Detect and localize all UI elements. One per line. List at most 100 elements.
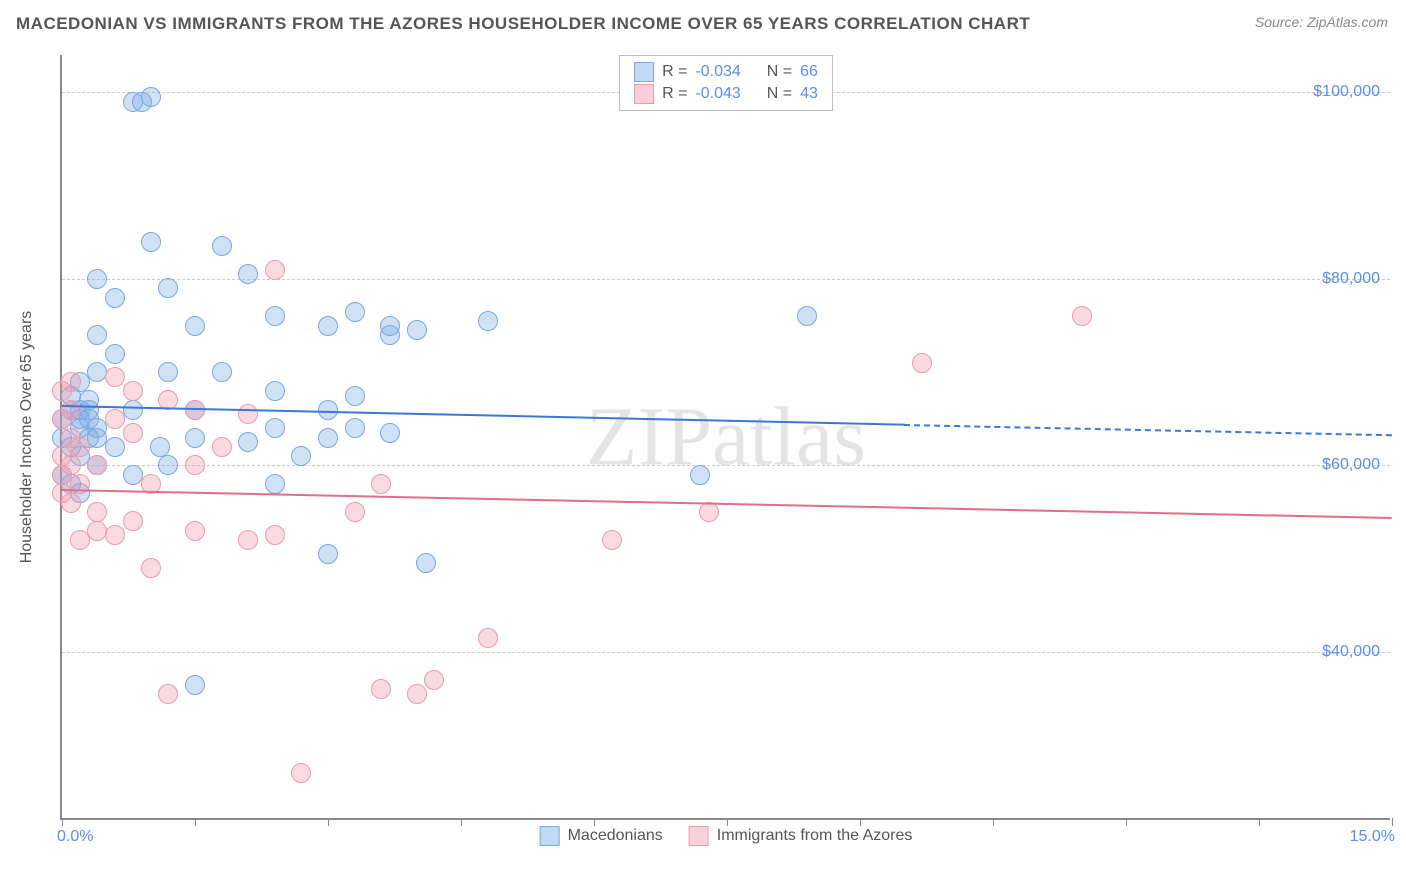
scatter-point [87, 325, 107, 345]
scatter-point [185, 675, 205, 695]
x-tick [1392, 818, 1393, 826]
scatter-point [265, 306, 285, 326]
scatter-point [699, 502, 719, 522]
scatter-point [123, 400, 143, 420]
scatter-point [141, 87, 161, 107]
swatch-icon [689, 826, 709, 846]
scatter-point [238, 530, 258, 550]
scatter-point [212, 437, 232, 457]
corr-row-a: R = -0.034 N = 66 [634, 62, 818, 82]
plot-area: Householder Income Over 65 years ZIPatla… [60, 55, 1390, 820]
scatter-point [185, 521, 205, 541]
scatter-point [61, 372, 81, 392]
x-min-label: 0.0% [57, 828, 93, 846]
scatter-point [185, 428, 205, 448]
swatch-icon [540, 826, 560, 846]
scatter-point [212, 236, 232, 256]
r-label: R = [662, 85, 687, 103]
y-tick-label: $100,000 [1313, 83, 1380, 101]
scatter-point [158, 362, 178, 382]
scatter-point [158, 278, 178, 298]
scatter-point [318, 400, 338, 420]
x-tick [328, 818, 329, 826]
scatter-point [105, 525, 125, 545]
scatter-point [70, 530, 90, 550]
scatter-point [87, 455, 107, 475]
chart-title: MACEDONIAN VS IMMIGRANTS FROM THE AZORES… [16, 14, 1030, 34]
scatter-point [150, 437, 170, 457]
scatter-point [70, 437, 90, 457]
x-max-label: 15.0% [1350, 828, 1395, 846]
scatter-point [318, 428, 338, 448]
scatter-point [87, 362, 107, 382]
x-tick [1126, 818, 1127, 826]
scatter-point [61, 400, 81, 420]
n-value: 43 [800, 85, 818, 103]
scatter-point [61, 455, 81, 475]
scatter-point [602, 530, 622, 550]
x-tick [1259, 818, 1260, 826]
r-value: -0.043 [695, 85, 740, 103]
y-tick-label: $60,000 [1322, 456, 1380, 474]
scatter-point [345, 418, 365, 438]
scatter-point [478, 311, 498, 331]
correlation-box: R = -0.034 N = 66 R = -0.043 N = 43 [619, 55, 833, 111]
n-value: 66 [800, 63, 818, 81]
legend-label: Immigrants from the Azores [717, 827, 913, 845]
corr-row-b: R = -0.043 N = 43 [634, 84, 818, 104]
scatter-point [158, 684, 178, 704]
n-label: N = [767, 63, 792, 81]
x-tick [461, 818, 462, 826]
y-tick-label: $80,000 [1322, 270, 1380, 288]
trend-line [904, 424, 1392, 436]
scatter-point [61, 493, 81, 513]
scatter-point [371, 474, 391, 494]
scatter-point [87, 418, 107, 438]
scatter-point [185, 455, 205, 475]
source-label: Source: ZipAtlas.com [1255, 14, 1388, 30]
scatter-point [380, 423, 400, 443]
swatch-icon [634, 62, 654, 82]
scatter-point [158, 455, 178, 475]
scatter-point [105, 409, 125, 429]
scatter-point [407, 684, 427, 704]
scatter-point [123, 381, 143, 401]
watermark: ZIPatlas [586, 388, 866, 485]
legend-item-b: Immigrants from the Azores [689, 826, 913, 846]
scatter-point [291, 446, 311, 466]
legend-label: Macedonians [568, 827, 663, 845]
x-tick [195, 818, 196, 826]
scatter-point [87, 502, 107, 522]
scatter-point [797, 306, 817, 326]
scatter-point [123, 511, 143, 531]
swatch-icon [634, 84, 654, 104]
scatter-point [212, 362, 232, 382]
legend: Macedonians Immigrants from the Azores [540, 826, 913, 846]
gridline [62, 465, 1390, 466]
scatter-point [265, 381, 285, 401]
scatter-point [105, 367, 125, 387]
x-tick [727, 818, 728, 826]
scatter-point [478, 628, 498, 648]
scatter-point [141, 558, 161, 578]
trend-line [62, 489, 1392, 519]
scatter-point [318, 316, 338, 336]
scatter-point [105, 288, 125, 308]
x-tick [594, 818, 595, 826]
x-tick [62, 818, 63, 826]
scatter-point [87, 521, 107, 541]
scatter-point [265, 525, 285, 545]
r-value: -0.034 [695, 63, 740, 81]
x-tick [993, 818, 994, 826]
scatter-point [416, 553, 436, 573]
scatter-point [380, 316, 400, 336]
n-label: N = [767, 85, 792, 103]
scatter-point [265, 418, 285, 438]
scatter-point [238, 432, 258, 452]
scatter-point [371, 679, 391, 699]
y-tick-label: $40,000 [1322, 643, 1380, 661]
r-label: R = [662, 63, 687, 81]
scatter-point [318, 544, 338, 564]
scatter-point [424, 670, 444, 690]
scatter-point [690, 465, 710, 485]
